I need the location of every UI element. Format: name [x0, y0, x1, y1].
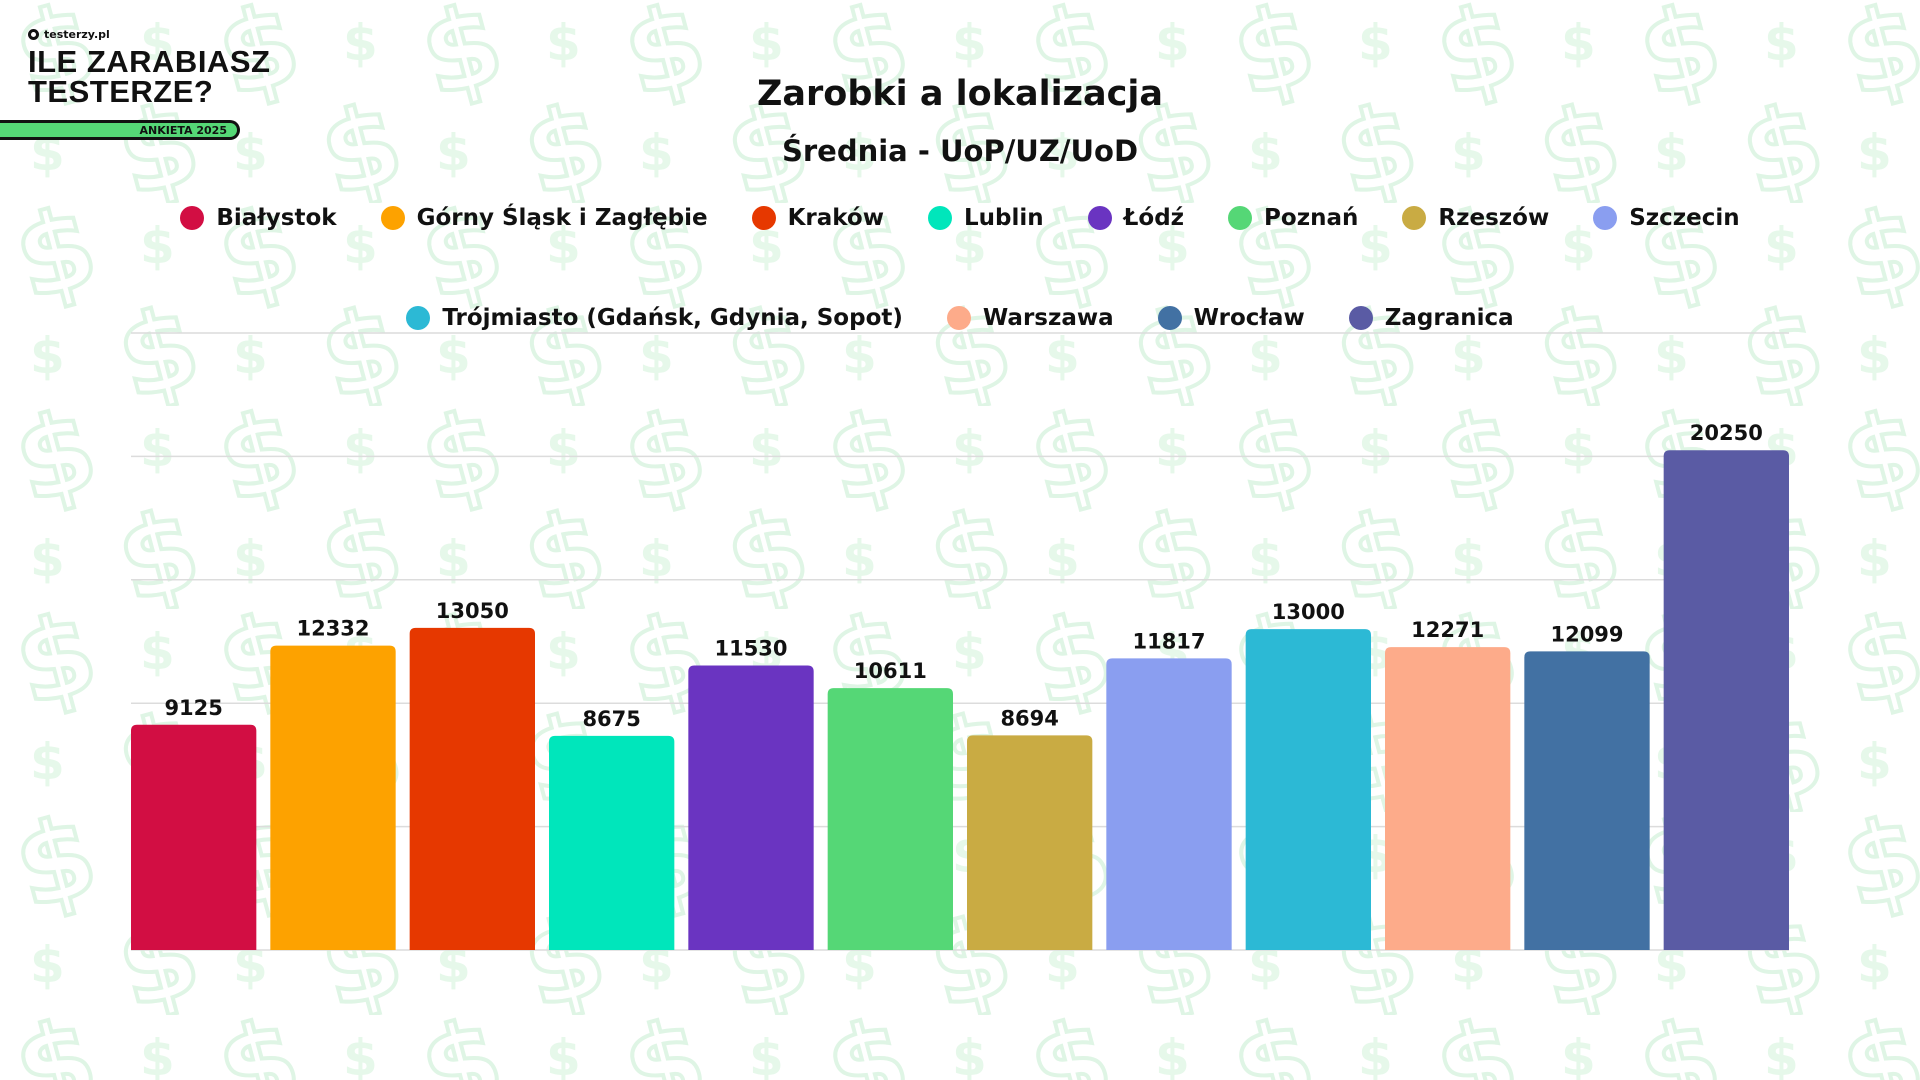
legend-swatch [927, 206, 952, 230]
data-label: 10611 [854, 659, 927, 683]
bar [1245, 629, 1371, 950]
legend-swatch [180, 206, 205, 230]
chart-title: Zarobki a lokalizacja [757, 74, 1163, 114]
legend-label: Warszawa [982, 305, 1114, 331]
data-label: 12099 [1550, 622, 1623, 646]
legend-item: Poznań [1228, 205, 1358, 231]
data-label: 13050 [436, 599, 509, 623]
survey-badge: ANKIETA 2025 [0, 120, 240, 140]
legend-item: Trójmiasto (Gdańsk, Gdynia, Sopot) [406, 305, 903, 331]
data-label: 12271 [1411, 618, 1484, 642]
legend-item: Warszawa [946, 305, 1114, 331]
legend-swatch [1348, 306, 1373, 330]
chart-subtitle: Średnia - UoP/UZ/UoD [781, 134, 1139, 168]
legend-item: Białystok [180, 205, 337, 231]
data-label: 9125 [164, 696, 222, 720]
legend-swatch [1157, 306, 1182, 330]
legend-item: Zagranica [1348, 305, 1514, 331]
legend-swatch [1402, 206, 1427, 230]
legend-label: Górny Śląsk i Zagłębie [416, 205, 708, 231]
bar [688, 665, 814, 950]
legend-label: Rzeszów [1438, 205, 1550, 231]
legend-label: Zagranica [1384, 305, 1514, 331]
headline: ILE ZARABIASZ TESTERZE? [28, 44, 271, 109]
data-label: 11817 [1132, 629, 1205, 653]
data-label: 12332 [296, 617, 369, 641]
testerzy-logo-icon [28, 29, 39, 40]
legend-label: Szczecin [1629, 205, 1740, 231]
legend-item: Łódź [1087, 205, 1185, 231]
legend-swatch [1593, 206, 1618, 230]
legend-item: Wrocław [1157, 305, 1305, 331]
legend-swatch [1087, 206, 1112, 230]
bar [827, 688, 953, 950]
legend-label: Kraków [787, 205, 884, 231]
legend-item: Szczecin [1593, 205, 1740, 231]
legend-label: Łódź [1123, 205, 1185, 231]
bar [1663, 450, 1789, 950]
legend-item: Lublin [927, 205, 1044, 231]
headline-line1: ILE ZARABIASZ [28, 44, 271, 79]
chart-legend: Białystok Górny Śląsk i Zagłębie Kraków Lub… [0, 205, 1920, 331]
bar [967, 735, 1093, 950]
legend-swatch [380, 206, 405, 230]
legend-swatch [751, 206, 776, 230]
legend-label: Białystok [216, 205, 337, 231]
data-label: 11530 [714, 636, 787, 660]
legend-item: Kraków [751, 205, 884, 231]
data-label: 13000 [1272, 600, 1345, 624]
legend-label: Wrocław [1193, 305, 1305, 331]
data-label: 8675 [582, 707, 640, 731]
bar [549, 735, 675, 950]
legend-swatch [1228, 206, 1253, 230]
legend-swatch [946, 306, 971, 330]
bar [409, 627, 535, 950]
legend-label: Poznań [1264, 205, 1359, 231]
bar [1524, 651, 1650, 950]
headline-line2: TESTERZE? [28, 74, 214, 109]
legend-item: Rzeszów [1402, 205, 1549, 231]
legend-label: Lublin [963, 205, 1044, 231]
brand: testerzy.pl [28, 28, 270, 41]
bar [1106, 658, 1232, 950]
bar [131, 724, 257, 950]
bar [270, 645, 396, 950]
data-label: 8694 [1000, 706, 1058, 730]
data-label: 20250 [1690, 421, 1763, 445]
bar [1385, 647, 1511, 950]
legend-label: Trójmiasto (Gdańsk, Gdynia, Sopot) [442, 305, 903, 331]
legend-swatch [406, 306, 431, 330]
survey-logo: testerzy.pl ILE ZARABIASZ TESTERZE? ANKI… [0, 28, 271, 140]
brand-name: testerzy.pl [44, 28, 110, 41]
legend-item: Górny Śląsk i Zagłębie [380, 205, 708, 231]
